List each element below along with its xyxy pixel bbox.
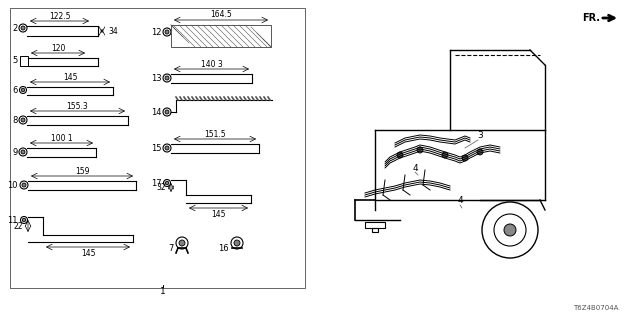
Circle shape	[22, 183, 26, 187]
Circle shape	[163, 144, 171, 152]
Text: 17: 17	[152, 179, 162, 188]
Circle shape	[494, 214, 526, 246]
Circle shape	[482, 202, 538, 258]
Text: 145: 145	[211, 210, 226, 219]
Circle shape	[165, 30, 169, 34]
Circle shape	[231, 237, 243, 249]
Text: 32: 32	[156, 183, 166, 192]
Circle shape	[21, 118, 25, 122]
Circle shape	[163, 28, 171, 36]
Text: 14: 14	[152, 108, 162, 116]
Circle shape	[163, 180, 170, 187]
Circle shape	[442, 152, 448, 158]
Text: 140 3: 140 3	[200, 60, 222, 68]
Text: 159: 159	[75, 166, 89, 175]
Bar	[372, 228, 378, 232]
Circle shape	[19, 24, 27, 32]
Text: 12: 12	[152, 28, 162, 36]
Text: 16: 16	[218, 244, 229, 252]
Circle shape	[234, 240, 240, 246]
Circle shape	[179, 240, 185, 246]
Circle shape	[21, 150, 25, 154]
Circle shape	[22, 218, 26, 222]
Circle shape	[19, 86, 26, 93]
Circle shape	[417, 147, 423, 153]
Circle shape	[21, 88, 25, 92]
Text: 151.5: 151.5	[204, 130, 226, 139]
Text: 11: 11	[8, 215, 18, 225]
Bar	[20, 56, 28, 66]
Text: 120: 120	[51, 44, 65, 52]
Text: 3: 3	[477, 131, 483, 140]
Text: FR.: FR.	[582, 13, 600, 23]
Circle shape	[165, 76, 169, 80]
Text: 164.5: 164.5	[210, 10, 232, 19]
Text: 13: 13	[152, 74, 162, 83]
Bar	[10, 8, 305, 288]
Circle shape	[504, 224, 516, 236]
Circle shape	[462, 155, 468, 161]
Text: 6: 6	[13, 85, 18, 94]
Text: 2: 2	[13, 23, 18, 33]
Text: 145: 145	[81, 249, 95, 258]
Circle shape	[20, 181, 28, 189]
Text: 34: 34	[108, 27, 118, 36]
Bar	[365, 222, 385, 228]
Text: 22: 22	[13, 221, 23, 230]
Circle shape	[165, 146, 169, 150]
Bar	[171, 25, 271, 47]
Text: 4: 4	[457, 196, 463, 204]
Circle shape	[20, 217, 28, 223]
Circle shape	[477, 149, 483, 155]
Text: 7: 7	[168, 244, 174, 252]
Text: 1: 1	[160, 287, 166, 297]
Circle shape	[165, 181, 169, 185]
Text: 8: 8	[13, 116, 18, 124]
Circle shape	[19, 148, 27, 156]
Text: 145: 145	[63, 73, 77, 82]
Circle shape	[19, 116, 27, 124]
Text: 4: 4	[412, 164, 418, 172]
Text: 100 1: 100 1	[51, 133, 72, 142]
Circle shape	[397, 152, 403, 158]
Circle shape	[163, 108, 171, 116]
Circle shape	[163, 74, 171, 82]
Text: 155.3: 155.3	[67, 101, 88, 110]
Circle shape	[21, 26, 25, 30]
Text: 122.5: 122.5	[49, 12, 70, 20]
Text: 15: 15	[152, 143, 162, 153]
Circle shape	[165, 110, 169, 114]
Text: 5: 5	[13, 55, 18, 65]
Circle shape	[176, 237, 188, 249]
Text: 10: 10	[8, 180, 18, 189]
Text: T6Z4B0704A: T6Z4B0704A	[573, 305, 619, 311]
Text: 9: 9	[13, 148, 18, 156]
